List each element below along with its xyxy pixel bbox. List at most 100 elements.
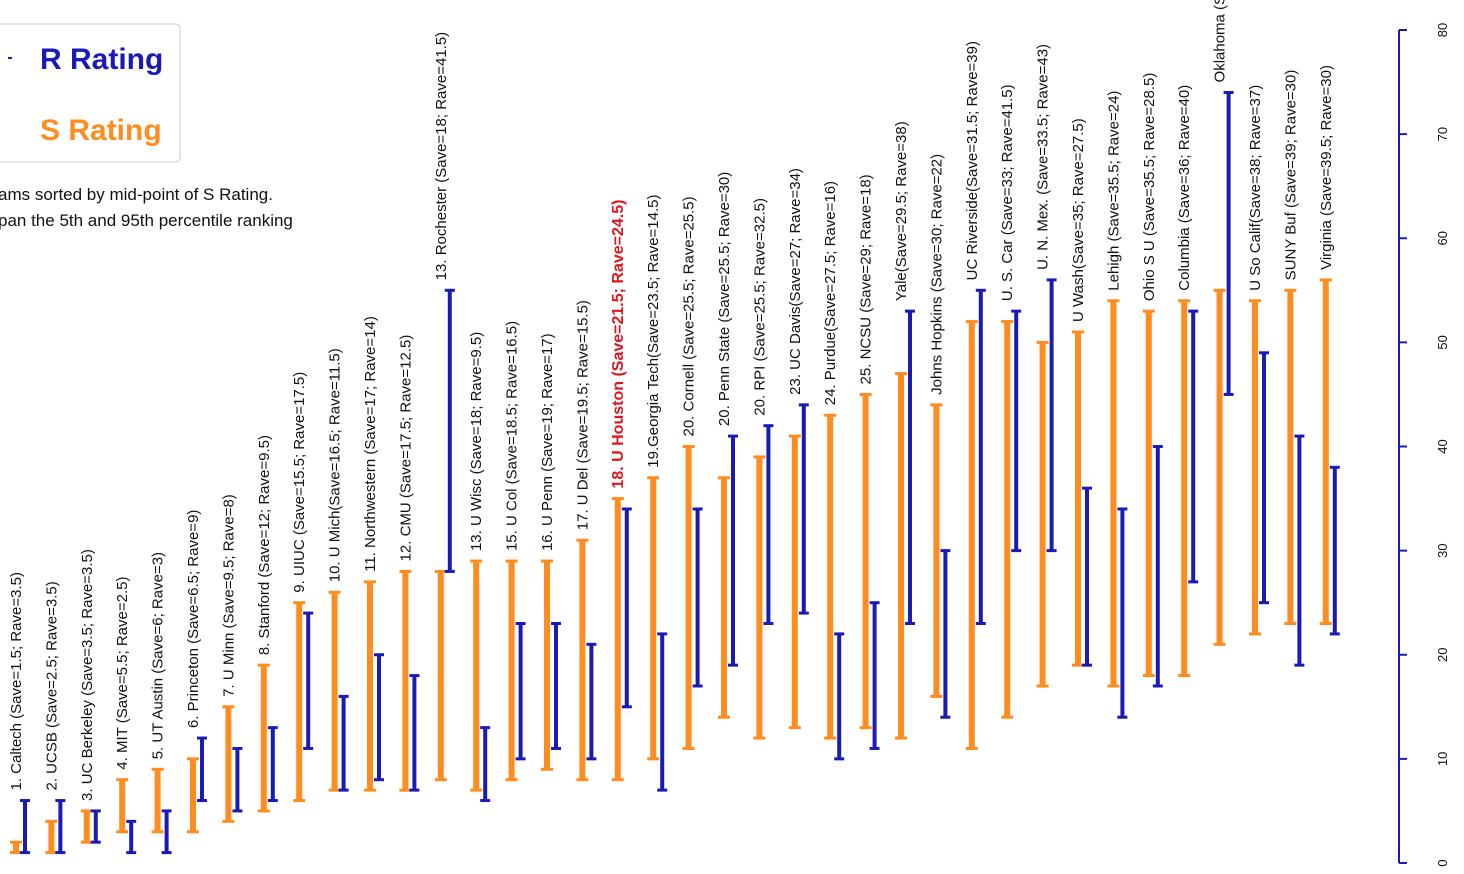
program-label-11: 11. Northwestern (Save=17; Rave=14) xyxy=(362,316,379,572)
r-rating-bar-21 xyxy=(728,434,738,667)
program-label-4: 4. MIT (Save=5.5; Rave=2.5) xyxy=(114,577,131,770)
program-label-36: U So Calif(Save=38; Rave=37) xyxy=(1247,85,1264,291)
r-rating-bar-34 xyxy=(1188,309,1199,584)
program-label-5: 5. UT Austin (Save=6; Rave=3) xyxy=(150,552,167,759)
program-label-34: Columbia (Save=36; Rave=40) xyxy=(1176,85,1193,291)
program-label-10: 10. U Mich(Save=16.5; Rave=11.5) xyxy=(327,348,344,582)
r-rating-bar-23 xyxy=(798,403,809,615)
s-rating-bar-19 xyxy=(647,476,660,761)
s-rating-bar-24 xyxy=(824,413,837,740)
r-rating-bar-15 xyxy=(515,622,526,761)
s-rating-bar-2 xyxy=(45,819,58,855)
axis-tick-label-40: 40 xyxy=(1435,439,1450,453)
s-rating-bar-26 xyxy=(895,372,907,740)
program-label-27: Johns Hopkins (Save=30; Rave=22) xyxy=(928,154,945,395)
r-rating-bar-1 xyxy=(20,799,30,855)
axis-tick-label-30: 30 xyxy=(1435,543,1450,557)
r-rating-bar-13 xyxy=(444,288,455,573)
r-rating-bar-19 xyxy=(657,632,668,792)
program-label-22: 20. RPI (Save=25.5; Rave=32.5) xyxy=(751,198,768,416)
r-rating-bar-36 xyxy=(1259,351,1269,605)
r-rating-bar-8 xyxy=(267,726,278,803)
program-label-31: U Wash(Save=35; Rave=27.5) xyxy=(1070,118,1087,322)
s-rating-bar-38 xyxy=(1319,278,1332,626)
s-rating-bar-25 xyxy=(859,392,872,730)
s-rating-bar-4 xyxy=(116,778,129,834)
r-rating-bar-25 xyxy=(869,601,880,750)
program-label-17: 17. U Del (Save=19.5; Rave=15.5) xyxy=(574,300,591,530)
r-rating-bar-32 xyxy=(1117,507,1128,719)
program-label-28: UC Riverside(Save=31.5; Rave=39) xyxy=(964,41,981,280)
r-rating-bar-2 xyxy=(55,799,66,855)
program-label-12: 12. CMU (Save=17.5; Rave=12.5) xyxy=(397,335,414,562)
r-rating-bar-6 xyxy=(197,736,207,803)
r-rating-bar-24 xyxy=(834,632,845,761)
r-rating-bar-9 xyxy=(303,611,314,750)
r-rating-bar-4 xyxy=(126,819,137,855)
program-label-18: 18. U Houston (Save=21.5; Rave=24.5) xyxy=(610,200,627,489)
s-rating-bar-10 xyxy=(328,590,341,792)
s-rating-bar-29 xyxy=(1001,320,1014,719)
legend: R Rating S Rating xyxy=(0,23,181,163)
s-rating-bar-20 xyxy=(682,445,695,750)
program-label-6: 6. Princeton (Save=6.5; Rave=9) xyxy=(185,510,202,728)
s-rating-bar-28 xyxy=(965,320,978,750)
s-rating-bar-9 xyxy=(293,601,306,803)
value-axis: 0 10 20 30 40 50 60 70 80 xyxy=(1398,23,1450,867)
axis-tick-label-50: 50 xyxy=(1435,335,1450,349)
program-label-9: 9. UIUC (Save=15.5; Rave=17.5) xyxy=(291,372,308,593)
note-line-1: ams sorted by mid-point of S Rating. xyxy=(0,185,273,204)
r-rating-bar-5 xyxy=(161,809,172,855)
r-rating-bar-16 xyxy=(551,622,561,750)
r-rating-bar-7 xyxy=(232,746,243,813)
program-label-30: U. N. Mex. (Save=33.5; Rave=43) xyxy=(1035,44,1052,270)
program-label-13: 13. Rochester (Save=18; Rave=41.5) xyxy=(433,32,450,280)
s-rating-bar-3 xyxy=(80,809,93,844)
program-label-38: Virginia (Save=39.5; Rave=30) xyxy=(1318,65,1335,270)
s-rating-bar-13 xyxy=(434,569,447,782)
program-label-26: Yale(Save=29.5; Rave=38) xyxy=(893,121,910,301)
s-rating-bar-32 xyxy=(1107,299,1120,688)
s-rating-bar-21 xyxy=(718,476,730,719)
r-rating-bar-30 xyxy=(1046,278,1057,553)
s-rating-bar-16 xyxy=(541,559,553,771)
s-rating-bar-27 xyxy=(930,403,943,698)
program-label-19: 19.Georgia Tech(Save=23.5; Rave=14.5) xyxy=(645,194,662,467)
program-label-1: 1. Caltech (Save=1.5; Rave=3.5) xyxy=(8,572,25,790)
r-rating-bar-35 xyxy=(1223,90,1234,396)
s-rating-bar-14 xyxy=(470,559,483,792)
program-label-3: 3. UC Berkeley (Save=3.5; Rave=3.5) xyxy=(79,549,96,801)
s-rating-bar-8 xyxy=(257,663,270,813)
program-label-20: 20. Cornell (Save=25.5; Rave=25.5) xyxy=(681,196,698,436)
s-rating-bar-22 xyxy=(753,455,766,740)
r-rating-bar-28 xyxy=(975,288,986,626)
r-rating-bar-26 xyxy=(905,309,915,626)
axis-tick-label-10: 10 xyxy=(1435,752,1450,766)
program-label-25: 25. NCSU (Save=29; Rave=18) xyxy=(858,174,875,384)
r-rating-bar-38 xyxy=(1329,465,1340,636)
s-rating-bar-37 xyxy=(1284,288,1297,626)
axis-tick-label-0: 0 xyxy=(1435,859,1450,866)
program-label-15: 15. U Col (Save=18.5; Rave=16.5) xyxy=(504,321,521,551)
s-rating-bar-35 xyxy=(1213,288,1226,646)
s-rating-bar-34 xyxy=(1178,299,1191,678)
s-rating-bar-1 xyxy=(10,840,22,855)
s-rating-bar-11 xyxy=(364,580,376,792)
r-rating-bar-18 xyxy=(621,507,632,709)
s-rating-bar-23 xyxy=(788,434,801,730)
r-rating-bar-12 xyxy=(409,674,420,792)
r-rating-bar-27 xyxy=(940,549,951,719)
legend-label-s: S Rating xyxy=(40,114,162,147)
r-rating-bar-22 xyxy=(763,424,774,626)
program-label-35: Oklahoma (Save=38; Rave=59.5) xyxy=(1212,0,1229,82)
program-label-29: U. S. Car (Save=33; Rave=41.5) xyxy=(999,84,1016,301)
axis-tick-label-60: 60 xyxy=(1435,231,1450,245)
r-rating-bar-17 xyxy=(586,642,597,761)
s-rating-bar-17 xyxy=(576,538,589,782)
legend-label-r: R Rating xyxy=(40,43,163,76)
r-rating-bar-29 xyxy=(1011,309,1022,553)
s-rating-bar-7 xyxy=(222,705,235,823)
axis-tick-label-80: 80 xyxy=(1435,23,1450,37)
s-rating-bar-12 xyxy=(399,569,412,792)
